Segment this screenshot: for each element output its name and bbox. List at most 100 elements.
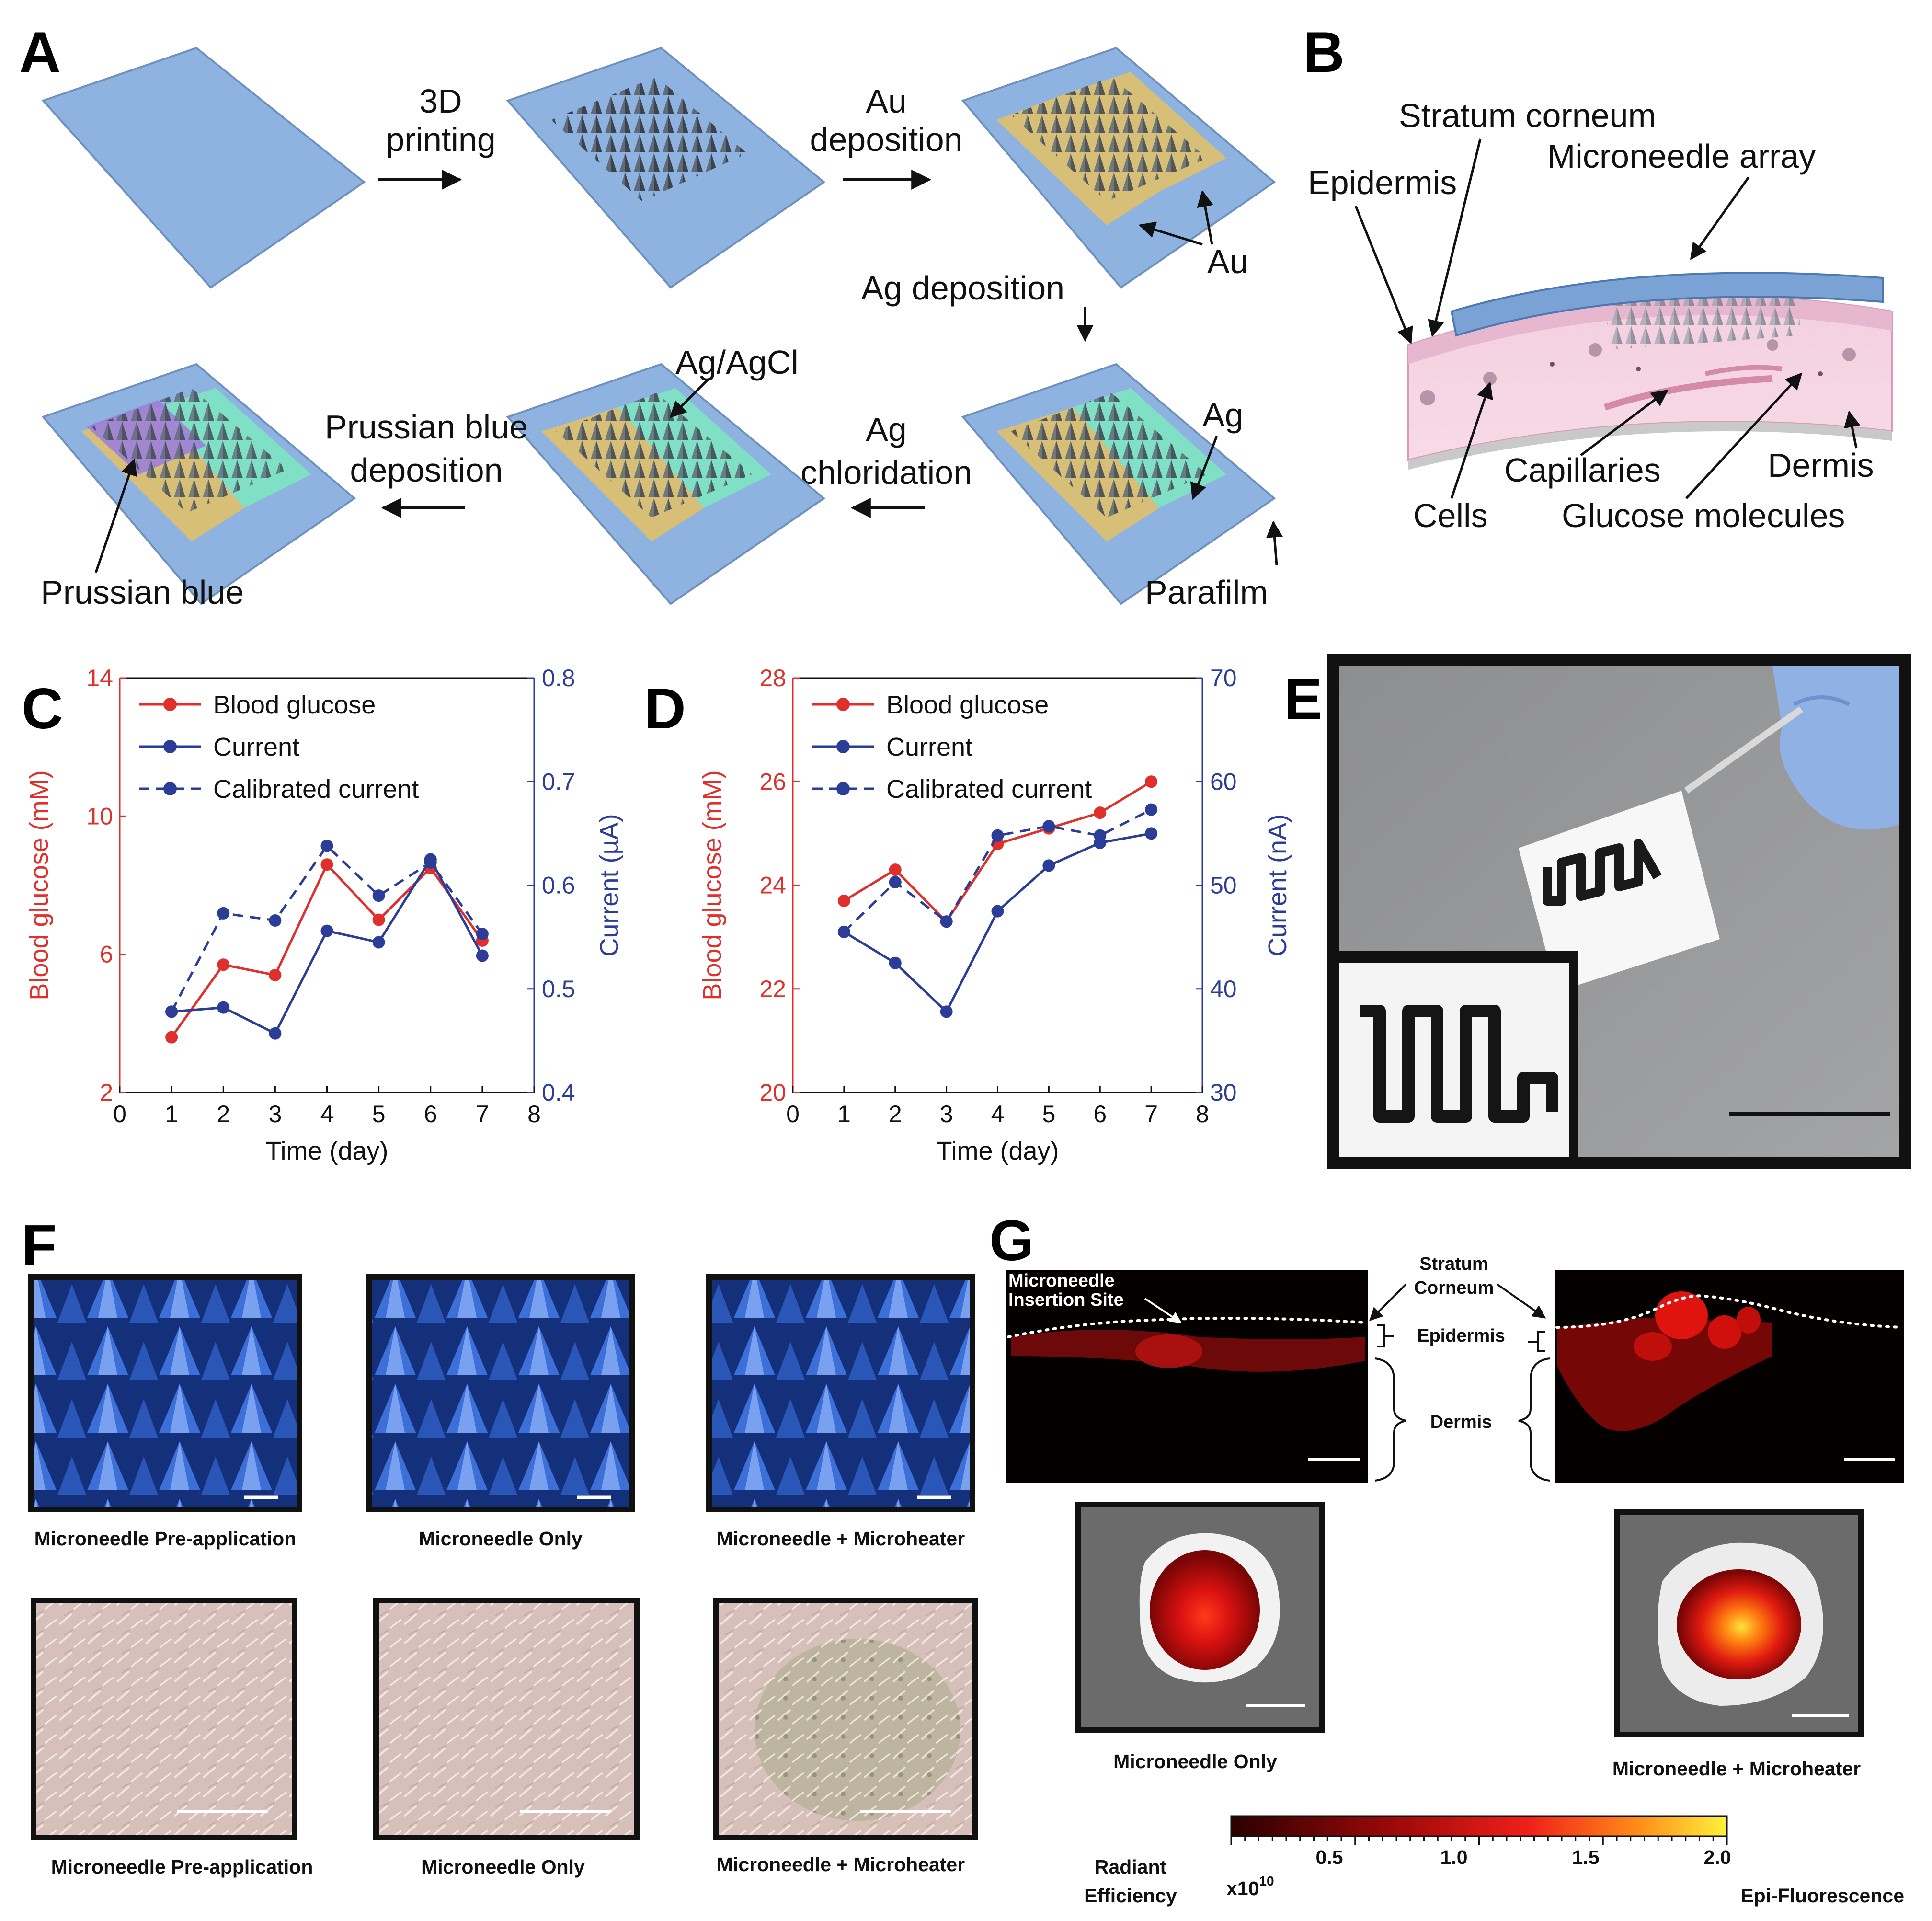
needle-array-printed	[551, 77, 747, 201]
chart-c-ylabel: Blood glucose (mM)	[25, 770, 54, 1000]
panel-f: F Microneedle Pre-application Microneedl…	[22, 1213, 978, 1878]
chart-c-xlabel: Time (day)	[265, 1137, 388, 1165]
bracket-dermis-right	[1518, 1357, 1550, 1482]
chart-d-series-0-point-1	[889, 863, 902, 876]
caption-f-bottom-1: Microneedle Pre-application	[51, 1856, 313, 1878]
panel-g: G Microneedle Insertion Site Stratum Cor…	[989, 1208, 1904, 1907]
label-stratum-line2: Corneum	[1414, 1278, 1494, 1298]
chart-c-series-2-point-6	[476, 928, 489, 941]
panel-g-label: G	[989, 1208, 1034, 1273]
substrate-plain	[41, 46, 366, 289]
chart-c-series-2-point-0	[165, 1005, 178, 1018]
inset-serpentine	[1360, 1005, 1558, 1123]
chart-c-xtick-label-3: 3	[268, 1101, 282, 1127]
au-pointer-2	[1197, 190, 1213, 245]
skin-bottom-shadow	[1408, 422, 1892, 470]
chart-d-series-2-point-2	[940, 915, 953, 928]
step-pb-line2: deposition	[350, 451, 503, 489]
ag-pointer	[1190, 436, 1218, 500]
microneedle-backing	[1450, 272, 1884, 337]
step-chlor-line1: Ag	[866, 411, 907, 448]
chart-d-ytick-label-1: 22	[759, 976, 786, 1002]
panel-c-label: C	[22, 677, 63, 741]
chart-c-xtick-label-2: 2	[217, 1101, 230, 1127]
chart-c-ytick-label-3: 14	[86, 665, 113, 691]
chart-d-legend-marker-0	[836, 698, 850, 711]
step-chlor-line2: chloridation	[800, 454, 972, 491]
chart-c-xtick-label-4: 4	[320, 1101, 334, 1127]
pointer-cells	[1450, 381, 1493, 499]
label-au: Au	[1207, 243, 1248, 280]
cell-3	[1589, 343, 1602, 357]
chart-c-series-line-0	[171, 862, 483, 1038]
stratum-boundary-left	[1007, 1317, 1367, 1338]
needle-array-au	[1011, 77, 1207, 201]
chart-c-ytick-label-2: 10	[86, 803, 113, 829]
chart-c-xtick-label-7: 7	[476, 1101, 489, 1127]
bracket-epidermis-left	[1377, 1324, 1394, 1347]
chart-d-xtick-label-4: 4	[991, 1101, 1005, 1127]
chart-c-series-0-point-1	[217, 958, 230, 971]
chart-c-legend-marker-2	[163, 782, 177, 795]
bracket-dermis-left	[1374, 1357, 1406, 1482]
panel-e-label: E	[1284, 667, 1322, 731]
ivis-spot-right	[1677, 1569, 1801, 1679]
panel-e: E	[1284, 654, 1911, 1169]
chart-d-series-2-point-3	[991, 829, 1004, 842]
chart-c-series-2-point-3	[320, 840, 333, 852]
photo-f-top-2	[366, 1274, 635, 1512]
chart-d-legend-marker-2	[836, 782, 850, 795]
chart-c-legend-marker-0	[163, 698, 177, 711]
pointer-stratum-right	[1496, 1283, 1546, 1319]
caption-f-top-3: Microneedle + Microheater	[717, 1528, 965, 1550]
chart-d-series-1-point-3	[991, 905, 1004, 918]
chart-d-xtick-label-0: 0	[786, 1101, 800, 1127]
photo-f-bottom-2	[373, 1598, 640, 1840]
tweezers	[1684, 706, 1804, 794]
chart-c-xtick-label-8: 8	[527, 1101, 541, 1127]
chart-d-series-0-point-6	[1145, 775, 1158, 788]
ivis-spot-left	[1150, 1550, 1260, 1670]
glucose-2	[1636, 367, 1641, 371]
colorbar-title-line2: Efficiency	[1084, 1885, 1177, 1907]
pointer-epidermis	[1354, 206, 1413, 345]
label-insertion-line1: Microneedle	[1008, 1271, 1115, 1291]
panel-a: A 3D printing Au deposition Au Ag deposi…	[19, 20, 1283, 611]
chart-d-ytick-label-0: 20	[759, 1079, 786, 1106]
signal-right-spot-2	[1708, 1315, 1741, 1349]
colorbar-tick-0: 0.5	[1316, 1846, 1343, 1868]
pb-pointer	[94, 458, 137, 573]
colorbar-title-line1: Radiant	[1095, 1856, 1167, 1878]
colorbar	[1230, 1815, 1728, 1837]
chart-c-xtick-label-0: 0	[113, 1101, 126, 1127]
chart-d-xtick-label-6: 6	[1093, 1101, 1107, 1127]
chart-c-xtick-label-5: 5	[372, 1101, 386, 1127]
label-stratum-line1: Stratum	[1419, 1254, 1488, 1274]
chart-d-ytick-label-3: 26	[759, 768, 786, 795]
chart-d-series-1-point-1	[889, 956, 902, 969]
step-au-line2: deposition	[810, 121, 962, 158]
chart-d-y2tick-label-4: 70	[1210, 665, 1237, 691]
chart-c-series-0-point-3	[320, 858, 333, 871]
cell-5	[1842, 348, 1856, 361]
chart-c-xtick-label-6: 6	[424, 1101, 437, 1127]
label-dermis: Dermis	[1768, 447, 1874, 484]
chart-d-legend-label-0: Blood glucose	[886, 690, 1049, 719]
pointer-glucose	[1685, 372, 1803, 499]
chart-c-y2label: Current (µA)	[595, 814, 624, 956]
chart-c-series-2-point-2	[269, 914, 282, 927]
chart-d: 0 1 2 3 4 5 6 7 8 20 22 24 26 28 30 40 50 60 70 Time (day) B…	[698, 665, 1292, 1165]
chart-d-xtick-label-3: 3	[940, 1101, 953, 1127]
label-microneedle-array: Microneedle array	[1547, 138, 1816, 175]
chart-c-series-2-point-4	[372, 889, 385, 902]
photo-f-top-1	[28, 1274, 302, 1512]
photo-f-top-3	[706, 1274, 975, 1512]
step-printing-line1: 3D	[419, 82, 462, 120]
caption-g-2: Microneedle + Microheater	[1612, 1758, 1861, 1780]
needle-array-pb	[91, 388, 287, 513]
chart-d-series-2-point-1	[889, 876, 902, 889]
colorbar-tick-3: 2.0	[1704, 1846, 1731, 1868]
pointer-insertion	[1144, 1298, 1182, 1323]
chart-d-series-2-point-4	[1042, 820, 1055, 833]
